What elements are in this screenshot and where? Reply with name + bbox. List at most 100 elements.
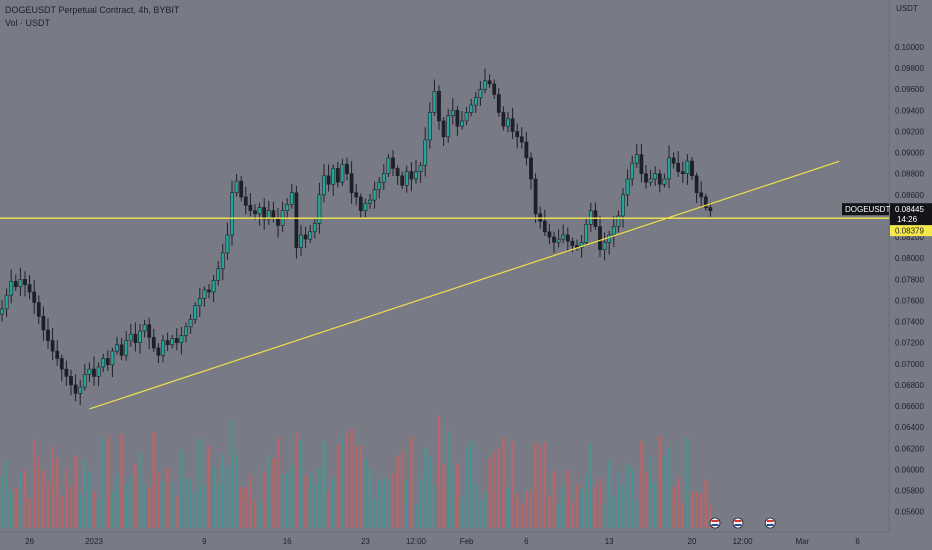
volume-bar (148, 487, 151, 528)
candle-body (529, 157, 533, 180)
volume-bar (585, 473, 588, 528)
volume-bar (442, 464, 445, 528)
candle-body (13, 281, 18, 287)
volume-bar (433, 485, 436, 528)
volume-bar (138, 453, 142, 528)
candle-body (179, 334, 184, 343)
volume-bar (92, 491, 96, 528)
volume-bar (552, 470, 556, 528)
candle-body (101, 358, 106, 368)
price-axis[interactable]: 0.10000 0.09800 0.09600 0.09400 0.09200 0.090… (842, 43, 932, 517)
event-circle (709, 517, 721, 529)
volume-bar (364, 458, 367, 528)
economic-events[interactable] (709, 517, 776, 529)
event-stripe (734, 520, 742, 522)
volume-bar (157, 472, 160, 528)
volume-bar (111, 489, 114, 528)
volume-bar (460, 496, 464, 528)
volume-title[interactable]: Vol · USDT (5, 18, 51, 28)
candle-body (322, 175, 326, 196)
volume-bar (405, 479, 408, 528)
volume-bar (171, 481, 174, 528)
volume-bar (479, 501, 482, 528)
price-tick-label: 0.07400 (895, 318, 924, 327)
candle-body (266, 210, 271, 220)
time-tick-label: 2023 (85, 537, 103, 546)
candle-body (363, 202, 368, 211)
price-tick-label: 0.09600 (895, 85, 924, 94)
candle-body (565, 234, 570, 242)
candle-body (0, 308, 4, 315)
time-tick-label: 9 (202, 537, 207, 546)
volume-bar (290, 465, 293, 528)
symbol-title[interactable]: DOGEUSDT Perpetual Contract, 4h, BYBIT (5, 5, 180, 15)
drawings[interactable] (0, 160, 889, 410)
candle-body (211, 280, 216, 293)
volume-bar (548, 495, 551, 528)
event-flag-icon[interactable] (764, 517, 776, 529)
volume-bar (115, 473, 119, 528)
candle-body (708, 207, 713, 211)
candle-body (308, 231, 313, 240)
candle-body (579, 242, 584, 248)
candle-body (340, 163, 345, 183)
volume-bar (456, 463, 459, 528)
candle-body (455, 110, 460, 127)
candle-body (414, 171, 418, 180)
time-axis[interactable]: 26 2023 9 16 23 12:00 Feb 6 13 20 12:00 Mar 6 (25, 537, 860, 546)
volume-bar (667, 447, 671, 528)
volume-bar (681, 502, 684, 528)
event-stripe (734, 524, 742, 526)
candle-body (460, 120, 464, 127)
candle-body (492, 83, 497, 95)
volume-bar (226, 466, 229, 528)
volume-bar (474, 485, 477, 528)
candle-body (657, 173, 662, 185)
price-tick-label: 0.08800 (895, 170, 924, 179)
candle-body (64, 368, 69, 377)
volume-bar (345, 434, 349, 528)
price-tick-label: 0.09400 (895, 106, 924, 115)
volume-bar (249, 473, 252, 528)
volume-bar (14, 488, 17, 528)
volume-bar (617, 472, 620, 528)
candle-body (312, 223, 317, 233)
volume-bar (419, 479, 422, 528)
volume-bar (663, 455, 666, 528)
volume-bar (28, 498, 31, 528)
candle-body (285, 204, 290, 211)
candle-body (644, 173, 648, 183)
candle-body (303, 234, 308, 240)
candle-body (368, 199, 372, 204)
volume-bar (608, 460, 611, 528)
price-tick-label: 0.07800 (895, 275, 924, 284)
volume-bar (327, 493, 330, 528)
volume-bar (106, 436, 109, 528)
candle-body (561, 234, 566, 240)
volume-bar (575, 483, 579, 528)
candle-body (59, 358, 64, 370)
volume-bar (690, 491, 694, 528)
volume-bar (79, 493, 82, 528)
candle-body (487, 80, 492, 85)
time-tick-label: 20 (688, 537, 697, 546)
candle-body (151, 337, 156, 349)
event-flag-icon[interactable] (732, 517, 744, 529)
volume-bar (194, 492, 197, 528)
volume-bar (244, 487, 247, 528)
time-tick-label: 12:00 (733, 537, 754, 546)
candle-body (667, 157, 671, 180)
last-price-tag (890, 203, 932, 226)
candle-body (115, 344, 119, 352)
candle-body (18, 279, 23, 287)
event-flag-icon[interactable] (709, 517, 721, 529)
candle-body (230, 192, 234, 236)
candle-body (271, 210, 276, 219)
time-tick-label: Mar (796, 537, 810, 546)
volume-bar (175, 495, 178, 528)
candle-body (50, 340, 55, 352)
volume-bar (677, 477, 680, 528)
volume-bar (562, 486, 565, 528)
event-stripe (711, 520, 719, 522)
